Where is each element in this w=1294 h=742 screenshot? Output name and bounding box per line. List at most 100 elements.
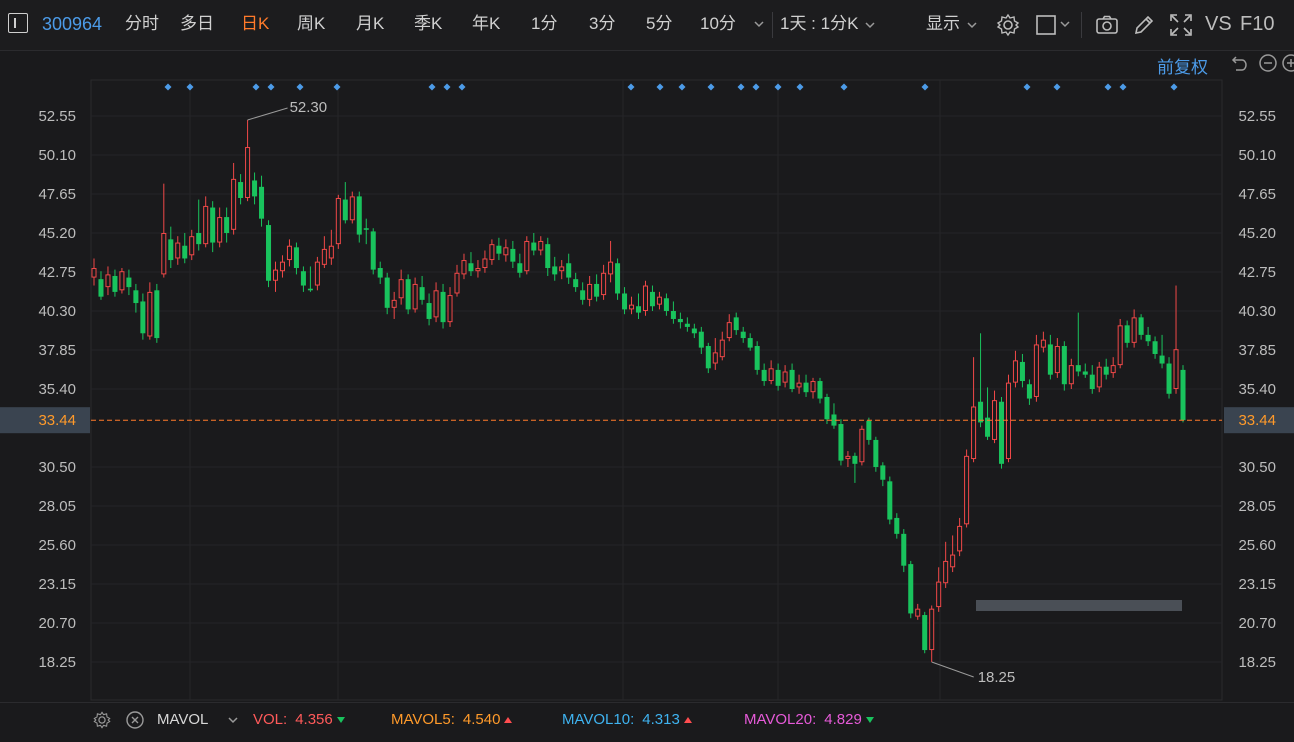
candle-body-down xyxy=(1061,346,1067,385)
sidebar-toggle-icon[interactable] xyxy=(8,13,28,33)
display-menu[interactable]: 显示 xyxy=(926,12,979,36)
price-range-overlay xyxy=(976,600,1182,611)
period-dropdown-chevron-icon[interactable] xyxy=(752,14,766,38)
event-marker-icon xyxy=(707,83,715,91)
candle-body-up xyxy=(524,240,530,272)
candle-body-up xyxy=(328,245,334,259)
chevron-down-icon xyxy=(865,21,875,28)
candle-body-up xyxy=(398,279,404,299)
candle-body-down xyxy=(384,277,390,308)
toolbar: 300964 分时 多日 日K 周K 月K 季K 年K 1分 3分 5分 10分… xyxy=(0,0,1294,51)
indicator-name: MAVOL xyxy=(157,711,208,728)
candle-body-down xyxy=(300,271,306,286)
y-tick-label-right: 42.75 xyxy=(1238,264,1276,281)
y-tick-label-right: 50.10 xyxy=(1238,147,1276,164)
candle-body-up xyxy=(119,271,125,291)
tab-yearly-k[interactable]: 年K xyxy=(472,14,501,33)
pencil-draw-icon[interactable] xyxy=(1131,12,1157,38)
candle-body-up xyxy=(91,268,97,278)
event-marker-icon xyxy=(627,83,635,91)
event-marker-icon xyxy=(774,83,782,91)
tab-daily-k[interactable]: 日K xyxy=(241,14,270,33)
candle-body-up xyxy=(217,217,223,243)
candle-body-down xyxy=(831,414,837,426)
tab-monthly-k[interactable]: 月K xyxy=(356,14,385,33)
chart-frame xyxy=(90,79,1223,701)
candle-body-down xyxy=(594,283,600,297)
display-label: 显示 xyxy=(926,14,960,33)
candle-body-up xyxy=(845,455,851,460)
compare-vs-button[interactable]: VS xyxy=(1205,13,1232,35)
settings-gear-icon[interactable] xyxy=(995,12,1021,38)
candle-body-down xyxy=(517,263,523,273)
candle-body-up xyxy=(629,304,635,310)
candle-body-down xyxy=(698,331,704,348)
event-marker-icon xyxy=(1053,83,1061,91)
layout-chevron-down-icon[interactable] xyxy=(1058,14,1072,38)
y-tick-label-left: 20.70 xyxy=(38,615,76,632)
candle-body-down xyxy=(1180,369,1186,421)
candle-body-up xyxy=(1173,349,1179,389)
high-price-label: 52.30 xyxy=(290,99,328,116)
candle-body-up xyxy=(231,178,237,230)
combo-period-selector[interactable]: 1天 : 1分K xyxy=(780,12,877,36)
candle-body-down xyxy=(1166,363,1172,394)
event-marker-icon xyxy=(921,83,929,91)
y-tick-label-right: 47.65 xyxy=(1238,186,1276,203)
y-tick-label-right: 37.85 xyxy=(1238,342,1276,359)
event-marker-icon xyxy=(796,83,804,91)
tab-multi-day[interactable]: 多日 xyxy=(180,14,214,33)
candle-body-down xyxy=(1047,344,1053,375)
candle-body-down xyxy=(266,225,272,281)
zoom-out-icon[interactable] xyxy=(1258,53,1278,73)
candle-body-down xyxy=(684,323,690,327)
y-tick-label-left: 47.65 xyxy=(38,186,76,203)
zoom-in-icon[interactable] xyxy=(1281,53,1294,73)
y-tick-label-left: 25.60 xyxy=(38,537,76,554)
candle-body-up xyxy=(433,290,439,318)
candle-body-down xyxy=(154,290,160,339)
toolbar-divider xyxy=(1081,12,1082,38)
current-price-label-right: 33.44 xyxy=(1238,412,1276,429)
undo-icon[interactable] xyxy=(1229,53,1249,73)
tab-5min[interactable]: 5分 xyxy=(646,14,673,33)
candle-body-down xyxy=(531,242,537,251)
candle-body-up xyxy=(964,455,970,525)
layout-square-icon[interactable] xyxy=(1034,12,1060,38)
stock-code[interactable]: 300964 xyxy=(42,14,103,34)
fullscreen-icon[interactable] xyxy=(1168,12,1194,38)
vol-label: VOL: xyxy=(253,711,288,728)
candle-body-up xyxy=(503,247,509,256)
candle-body-down xyxy=(1082,371,1088,375)
event-marker-icon xyxy=(1023,83,1031,91)
candle-body-down xyxy=(740,331,746,339)
tab-weekly-k[interactable]: 周K xyxy=(297,14,326,33)
adjust-mode-label[interactable]: 前复权 xyxy=(1157,58,1208,77)
y-tick-label-right: 40.30 xyxy=(1238,303,1276,320)
candlestick-chart[interactable]: 52.55 52.55 50.10 50.10 47.65 47.65 45.20 45.20… xyxy=(0,50,1294,702)
candle-body-up xyxy=(1131,317,1137,343)
indicator-selector[interactable]: MAVOL xyxy=(157,711,240,728)
close-indicator-icon[interactable] xyxy=(125,710,145,734)
y-tick-label-right: 35.40 xyxy=(1238,381,1276,398)
event-marker-icon xyxy=(458,83,466,91)
tab-10min[interactable]: 10分 xyxy=(700,12,736,36)
y-tick-label-right: 25.60 xyxy=(1238,537,1276,554)
tab-1min[interactable]: 1分 xyxy=(531,14,558,33)
f10-button[interactable]: F10 xyxy=(1240,13,1275,35)
candle-body-down xyxy=(224,217,230,233)
event-marker-icon xyxy=(752,83,760,91)
camera-icon[interactable] xyxy=(1094,12,1120,38)
tab-quarterly-k[interactable]: 季K xyxy=(414,14,443,33)
candle-body-up xyxy=(189,236,195,256)
event-marker-icon xyxy=(840,83,848,91)
current-price-label-left: 33.44 xyxy=(38,412,76,429)
tab-3min[interactable]: 3分 xyxy=(589,14,616,33)
candle-body-up xyxy=(245,147,251,198)
candle-body-down xyxy=(1159,355,1165,364)
tab-intraday[interactable]: 分时 xyxy=(125,14,159,33)
trend-down-icon xyxy=(865,717,874,724)
chevron-down-icon xyxy=(228,717,238,724)
indicator-settings-gear-icon[interactable] xyxy=(92,710,112,734)
candle-body-down xyxy=(252,180,258,197)
